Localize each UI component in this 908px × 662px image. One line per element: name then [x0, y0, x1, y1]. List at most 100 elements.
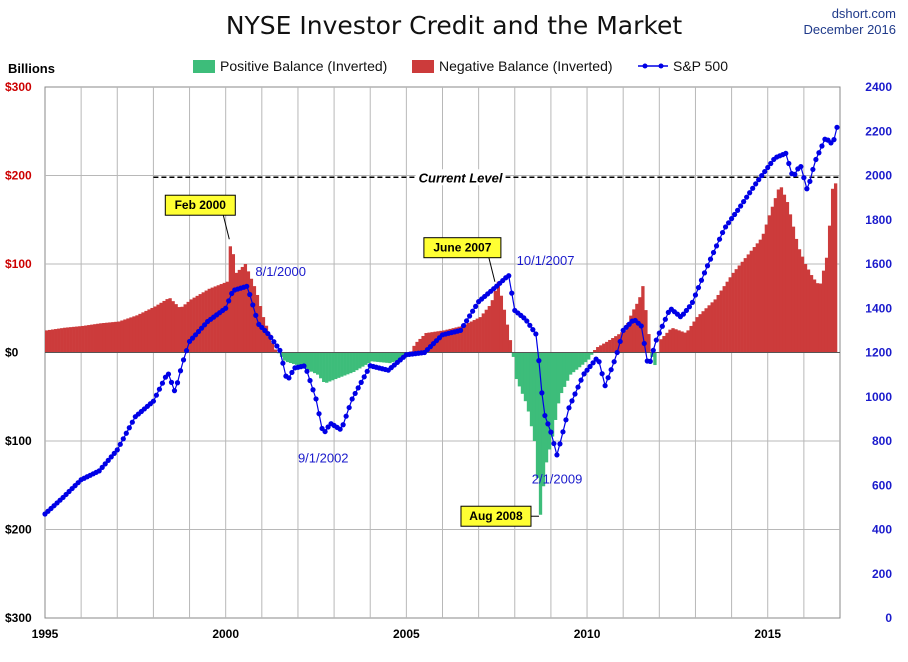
bar-negative-balance	[234, 272, 239, 353]
bar-negative-balance	[743, 258, 747, 353]
bar-positive-balance	[653, 352, 657, 366]
sp500-point	[611, 359, 617, 365]
sp500-point	[617, 338, 623, 345]
bar-negative-balance	[626, 323, 630, 353]
bar-positive-balance	[532, 352, 537, 441]
sp500-point	[117, 441, 123, 447]
bar-negative-balance	[692, 321, 696, 353]
x-tick-label: 2005	[393, 627, 420, 641]
bar-positive-balance	[565, 352, 570, 381]
bar-positive-balance	[556, 352, 561, 404]
bar-negative-balance	[752, 247, 756, 353]
bar-negative-balance	[90, 324, 94, 353]
bar-negative-balance	[114, 321, 118, 353]
current-level-label-bg	[415, 169, 506, 186]
bar-negative-balance	[213, 286, 217, 353]
bar-positive-balance	[291, 352, 296, 364]
bar-negative-balance	[806, 269, 811, 353]
bar-positive-balance	[373, 352, 377, 362]
sp500-point	[153, 392, 160, 398]
bar-negative-balance	[192, 297, 196, 353]
sp500-point	[126, 425, 132, 431]
bar-positive-balance	[355, 352, 359, 371]
sp500-point	[596, 359, 602, 365]
bar-negative-balance	[102, 323, 106, 353]
sp500-point	[533, 331, 539, 337]
sp500-point	[226, 298, 232, 304]
bar-positive-balance	[370, 352, 374, 362]
sp500-point	[587, 363, 593, 370]
bar-negative-balance	[815, 283, 820, 353]
bar-negative-balance	[680, 331, 684, 353]
bar-negative-balance	[231, 254, 236, 353]
left-tick-label: $100	[5, 257, 32, 271]
legend-label-positive: Positive Balance (Inverted)	[220, 58, 387, 74]
bar-negative-balance	[120, 320, 124, 353]
bar-negative-balance	[84, 325, 88, 353]
bar-negative-balance	[755, 243, 759, 353]
sp500-point	[807, 178, 813, 184]
bar-positive-balance	[297, 352, 302, 366]
bar-negative-balance	[716, 294, 720, 353]
bar-negative-balance	[469, 321, 473, 353]
left-tick-label: $200	[5, 169, 32, 183]
bar-negative-balance	[773, 198, 778, 353]
sp500-point	[719, 229, 726, 236]
bar-positive-balance	[544, 352, 549, 463]
sp500-point	[756, 177, 762, 183]
sp500-point	[171, 388, 178, 394]
bar-positive-balance	[282, 352, 287, 361]
right-tick-label: 0	[885, 611, 892, 625]
sp500-point	[473, 303, 479, 310]
bar-negative-balance	[698, 314, 702, 353]
right-tick-label: 1800	[865, 213, 892, 227]
bar-positive-balance	[571, 352, 576, 373]
bar-negative-balance	[135, 315, 139, 353]
bar-negative-balance	[249, 278, 254, 353]
bar-negative-balance	[63, 327, 67, 353]
sp500-point	[189, 335, 196, 341]
bar-negative-balance	[662, 336, 666, 353]
bar-negative-balance	[704, 308, 708, 353]
bar-positive-balance	[550, 352, 555, 437]
bar-negative-balance	[728, 277, 732, 353]
bar-positive-balance	[379, 352, 383, 363]
sp500-point	[747, 190, 753, 196]
bar-negative-balance	[96, 323, 100, 353]
bar-positive-balance	[547, 352, 552, 450]
sp500-point	[575, 384, 581, 390]
bar-negative-balance	[782, 194, 787, 353]
bar-positive-balance	[319, 352, 323, 379]
bar-negative-balance	[177, 307, 181, 353]
bar-negative-balance	[499, 295, 504, 353]
bar-negative-balance	[93, 324, 97, 353]
bar-positive-balance	[562, 352, 567, 387]
right-tick-label: 1400	[865, 301, 892, 315]
sp500-point	[271, 339, 277, 345]
sp500-point	[605, 375, 611, 381]
bar-negative-balance	[785, 202, 790, 353]
sp500-point	[744, 194, 750, 200]
sp500-point	[325, 424, 331, 430]
sp500-point	[277, 347, 283, 353]
bar-negative-balance	[171, 301, 175, 353]
bar-negative-balance	[740, 261, 744, 353]
sp500-point	[229, 290, 235, 297]
bar-positive-balance	[581, 352, 585, 365]
sp500-point	[725, 220, 732, 226]
left-tick-label: $100	[5, 434, 32, 448]
legend: Positive Balance (Inverted) Negative Bal…	[193, 58, 728, 74]
bar-positive-balance	[523, 352, 528, 402]
bar-negative-balance	[460, 325, 464, 353]
left-axis-ticks: $300 $200 $100 $0 $100 $200 $300	[5, 80, 32, 625]
bar-positive-balance	[568, 352, 573, 375]
sp500-point	[786, 160, 792, 167]
bar-negative-balance	[138, 313, 142, 353]
bar-negative-balance	[764, 224, 769, 353]
legend-label-negative: Negative Balance (Inverted)	[439, 58, 613, 74]
bar-negative-balance	[66, 327, 70, 353]
bar-negative-balance	[665, 332, 669, 353]
bar-positive-balance	[520, 352, 525, 394]
bar-negative-balance	[803, 264, 808, 353]
sp500-point	[680, 311, 687, 317]
